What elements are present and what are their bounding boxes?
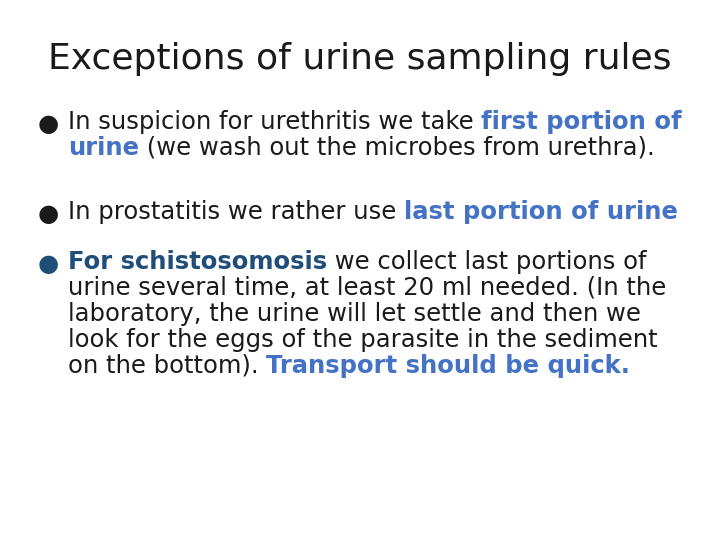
Text: laboratory, the urine will let settle and then we: laboratory, the urine will let settle an… [68, 302, 641, 326]
Text: In suspicion for urethritis we take: In suspicion for urethritis we take [68, 110, 482, 134]
Text: ●: ● [38, 112, 59, 136]
Text: urine: urine [68, 136, 139, 160]
Text: ●: ● [38, 252, 59, 276]
Text: Exceptions of urine sampling rules: Exceptions of urine sampling rules [48, 42, 672, 76]
Text: (we wash out the microbes from urethra).: (we wash out the microbes from urethra). [139, 136, 654, 160]
Text: first portion of: first portion of [482, 110, 682, 134]
Text: look for the eggs of the parasite in the sediment: look for the eggs of the parasite in the… [68, 328, 657, 352]
Text: ●: ● [38, 202, 59, 226]
Text: In prostatitis we rather use: In prostatitis we rather use [68, 200, 404, 224]
Text: on the bottom).: on the bottom). [68, 354, 266, 378]
Text: we collect last portions of: we collect last portions of [327, 250, 647, 274]
Text: urine several time, at least 20 ml needed. (In the: urine several time, at least 20 ml neede… [68, 276, 666, 300]
Text: last portion of urine: last portion of urine [404, 200, 678, 224]
Text: Transport should be quick.: Transport should be quick. [266, 354, 631, 378]
Text: For schistosomosis: For schistosomosis [68, 250, 327, 274]
